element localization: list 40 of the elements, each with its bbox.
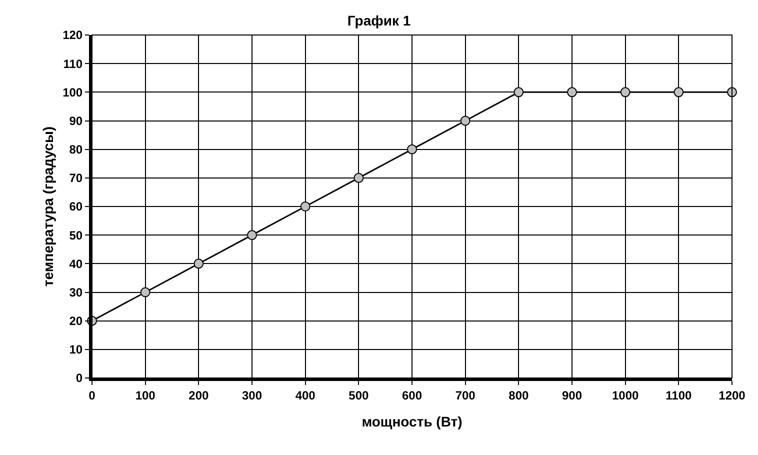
point <box>460 116 470 126</box>
y-tick-label: 120 <box>62 28 83 42</box>
y-tick-label: 80 <box>69 142 83 157</box>
point <box>247 230 257 240</box>
chart-title: График 1 <box>347 12 411 29</box>
point <box>407 144 417 154</box>
x-tick-label: 100 <box>135 388 156 402</box>
x-tick-label: 600 <box>402 388 422 402</box>
x-tick-label: 900 <box>562 388 582 402</box>
x-tick-label: 0 <box>88 388 96 402</box>
x-tick-label: 1100 <box>666 388 692 402</box>
y-tick-label: 50 <box>69 228 83 242</box>
x-tick-label: 400 <box>295 388 316 402</box>
x-axis-title: мощность (Вт) <box>362 414 462 430</box>
y-tick-label: 30 <box>69 285 83 300</box>
y-tick-label: 110 <box>63 56 83 71</box>
x-tick-label: 200 <box>188 388 209 402</box>
x-tick-label: 500 <box>348 388 369 402</box>
point <box>300 202 310 212</box>
x-tick-label: 1000 <box>612 388 639 402</box>
x-tick-label: 700 <box>455 388 476 402</box>
y-tick-label: 40 <box>69 256 83 271</box>
x-tick-label: 300 <box>242 388 262 402</box>
y-tick-label: 90 <box>69 114 83 128</box>
point <box>620 87 630 98</box>
y-tick-label: 10 <box>69 342 83 357</box>
y-tick-label: 100 <box>62 85 83 100</box>
point <box>140 287 150 298</box>
point <box>194 258 204 269</box>
x-tick-label: 800 <box>508 388 529 402</box>
x-tick-label: 1200 <box>718 388 746 402</box>
y-tick-label: 20 <box>69 314 83 328</box>
y-tick-label: 0 <box>76 371 83 386</box>
y-axis-title: температура (градусы) <box>40 126 56 287</box>
point <box>354 172 364 183</box>
point <box>567 87 577 98</box>
y-tick-label: 70 <box>69 171 83 186</box>
y-tick-label: 60 <box>69 200 83 214</box>
point <box>674 87 684 98</box>
point <box>514 87 524 98</box>
